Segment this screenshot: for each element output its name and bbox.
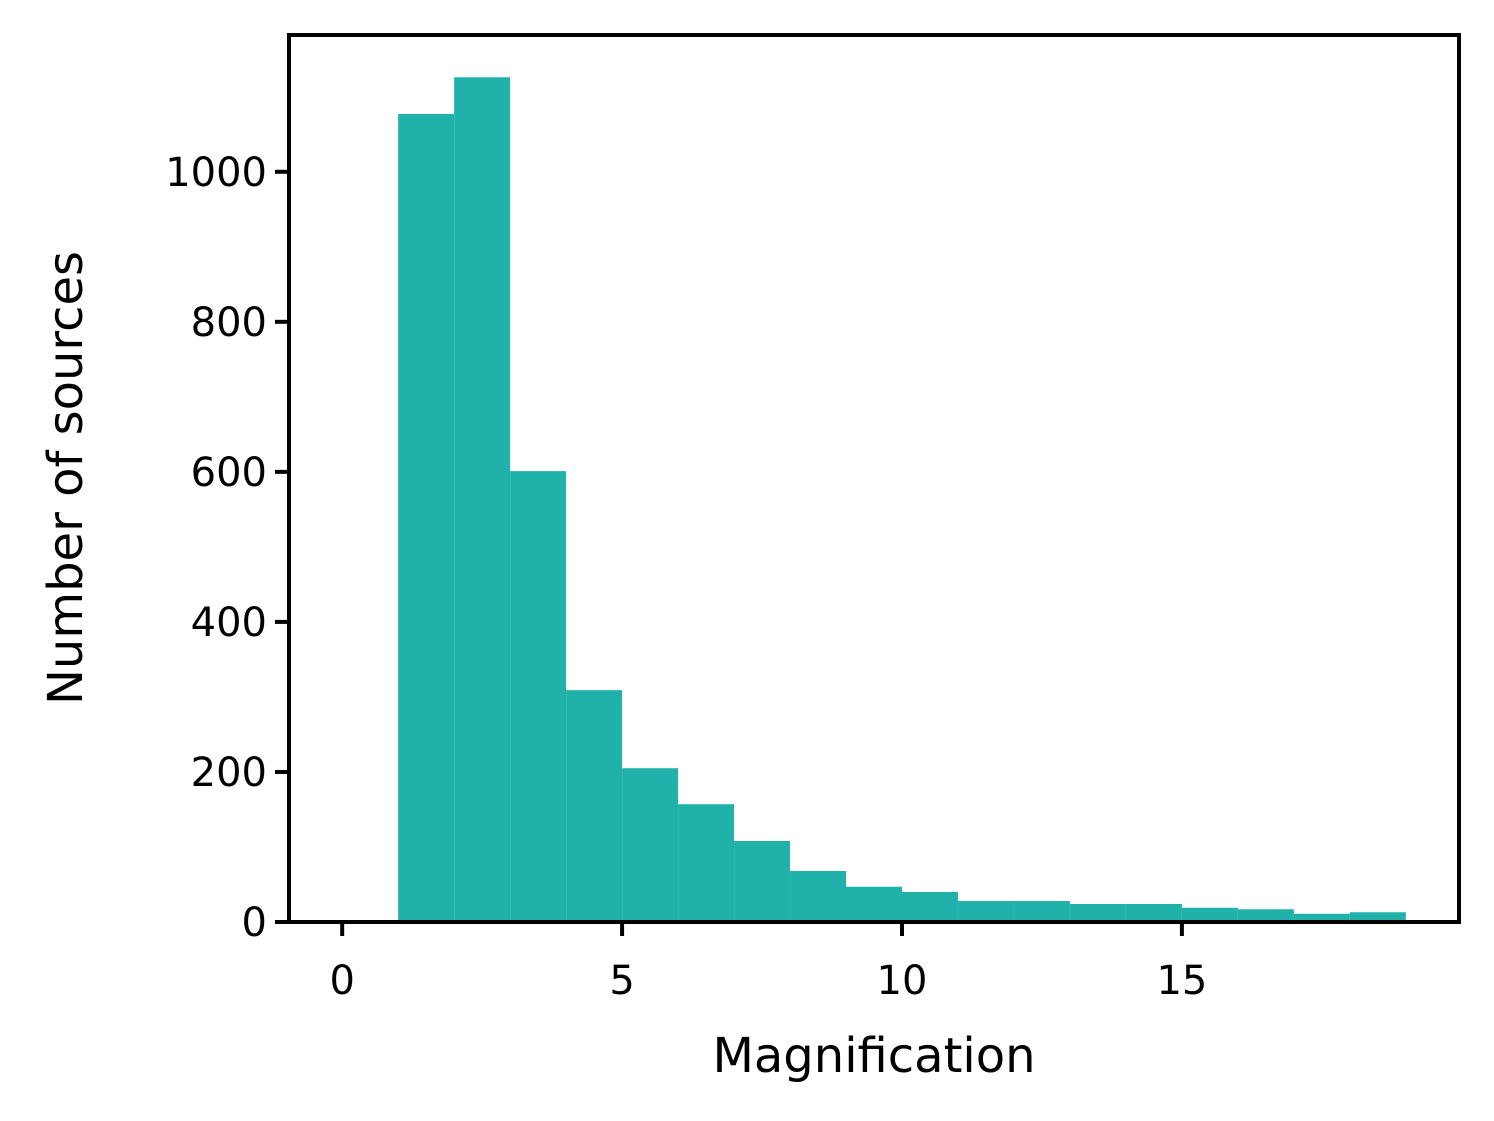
x-axis-label: Magnification: [712, 1028, 1035, 1084]
bar: [1013, 900, 1070, 922]
bar: [901, 891, 958, 922]
y-axis-label: Number of sources: [38, 251, 94, 705]
bar: [1293, 913, 1350, 922]
y-tick-label: 0: [242, 900, 267, 946]
x-tick-label: 0: [329, 958, 354, 1004]
bar: [678, 804, 735, 922]
y-tick-label: 1000: [165, 150, 267, 196]
bar: [1181, 907, 1238, 922]
bar: [454, 77, 511, 922]
bar: [566, 690, 623, 922]
bar: [1349, 912, 1406, 922]
bar: [1125, 903, 1182, 922]
bar: [622, 768, 679, 922]
y-tick-label: 800: [191, 300, 267, 346]
bar: [734, 840, 791, 922]
bar: [1237, 909, 1294, 922]
y-tick-label: 600: [191, 450, 267, 496]
bar: [846, 886, 902, 922]
bar: [398, 113, 455, 922]
plot-frame: [287, 33, 1461, 924]
y-tick-label: 400: [191, 600, 267, 646]
bar: [957, 900, 1014, 922]
x-tick-label: 15: [1156, 958, 1207, 1004]
bar: [790, 870, 847, 922]
bar: [510, 471, 567, 922]
x-tick-label: 10: [877, 958, 928, 1004]
x-tick-label: 5: [609, 958, 634, 1004]
bar: [1069, 903, 1126, 922]
y-tick-label: 200: [191, 750, 267, 796]
